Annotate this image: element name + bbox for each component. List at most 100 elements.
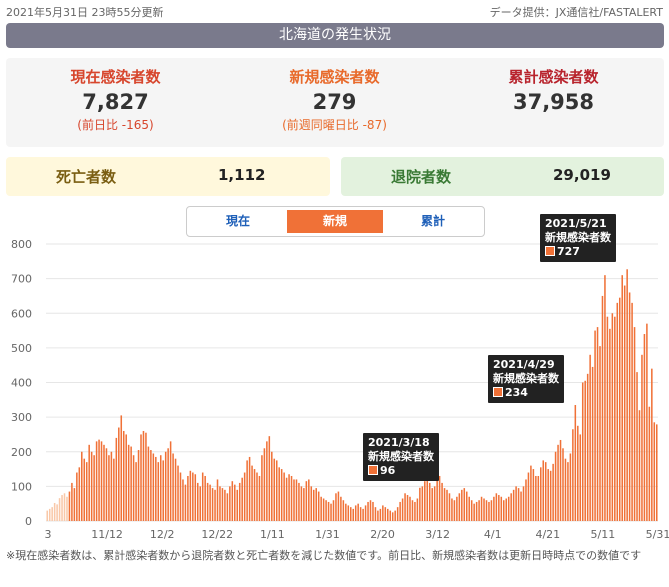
stat-current-label: 現在感染者数 — [70, 68, 161, 86]
bar — [461, 489, 463, 521]
bar — [345, 503, 347, 521]
bar — [88, 444, 90, 521]
meta-bar: 2021年5月31日 23時55分更新 データ提供：JX通信社/FASTALER… — [6, 4, 663, 19]
bar — [579, 434, 582, 521]
bar — [268, 436, 271, 521]
bar — [221, 488, 224, 521]
bar — [470, 500, 473, 521]
bar — [350, 507, 352, 521]
stat-new-compare: (前週同曜日比 -87) — [282, 118, 387, 132]
bar — [194, 474, 197, 521]
bar — [559, 439, 562, 521]
bar — [248, 456, 251, 521]
page-title: 北海道の発生状況 — [6, 23, 664, 48]
bar — [206, 482, 209, 521]
bar — [216, 479, 219, 521]
bar — [483, 498, 485, 521]
bar — [594, 330, 596, 521]
bar — [525, 479, 527, 521]
bar — [315, 488, 317, 521]
bar — [303, 488, 305, 521]
bar — [224, 489, 226, 521]
bar — [290, 475, 293, 521]
bar — [446, 489, 448, 521]
bar — [162, 460, 164, 521]
bar — [236, 489, 239, 521]
bar — [463, 488, 466, 521]
bar — [411, 500, 414, 521]
chart-tooltip: 2021/5/21 新規感染者数 727 — [540, 214, 616, 262]
bar — [312, 489, 315, 521]
tooltip-value-row: 96 — [368, 464, 434, 478]
x-tick-label: 12/22 — [201, 528, 233, 541]
bar — [633, 327, 636, 521]
bar — [547, 469, 549, 521]
discharged-box: 退院者数 29,019 — [341, 157, 664, 196]
bar — [197, 482, 199, 521]
tab-current[interactable]: 現在 — [225, 214, 250, 228]
deaths-box: 死亡者数 1,112 — [6, 157, 330, 196]
bar — [577, 425, 579, 521]
bar — [362, 508, 364, 521]
bar — [656, 424, 658, 521]
bar — [157, 462, 160, 521]
bar — [120, 415, 123, 521]
bar — [145, 432, 147, 521]
tooltip-value-row: 727 — [545, 245, 611, 259]
bar — [46, 510, 48, 521]
x-tick-label: 1/31 — [315, 528, 340, 541]
y-tick-label: 100 — [11, 480, 32, 493]
x-tick-label: 2/20 — [370, 528, 395, 541]
bar — [621, 275, 623, 521]
bar — [199, 486, 201, 521]
bar — [108, 455, 110, 521]
bar — [399, 501, 401, 521]
series-swatch-icon — [545, 246, 555, 256]
bar — [384, 507, 387, 521]
bar — [357, 503, 359, 521]
bar — [626, 269, 628, 521]
bar — [342, 500, 345, 521]
tab-new[interactable]: 新規 — [287, 210, 383, 233]
bar — [527, 472, 530, 521]
tooltip-series: 新規感染者数 — [493, 372, 559, 385]
bar — [631, 302, 633, 521]
stats-panel: 現在感染者数 7,827 (前日比 -165) 新規感染者数 279 (前週同曜… — [6, 58, 664, 147]
bar — [424, 481, 426, 521]
bar — [219, 486, 221, 521]
bar — [295, 479, 298, 521]
bar — [293, 479, 295, 521]
x-tick-label: 4/21 — [535, 528, 560, 541]
bar — [401, 498, 404, 521]
bar — [522, 486, 525, 521]
tooltip-date: 2021/3/18 — [368, 436, 430, 449]
tab-total[interactable]: 累計 — [420, 214, 445, 228]
bar — [226, 493, 229, 521]
bar — [359, 507, 362, 521]
bar — [308, 479, 310, 521]
bar — [456, 496, 458, 521]
stat-current-compare: (前日比 -165) — [77, 118, 154, 132]
series-swatch-icon — [493, 387, 503, 397]
bar — [271, 451, 273, 521]
bar — [130, 446, 132, 521]
bar — [562, 448, 564, 521]
bar — [611, 313, 614, 521]
bar — [416, 498, 419, 521]
bar — [574, 405, 577, 521]
bar — [387, 508, 389, 521]
tooltip-value-row: 234 — [493, 386, 559, 400]
bar — [396, 507, 399, 521]
bar — [53, 502, 56, 521]
bar — [204, 475, 206, 521]
data-source: データ提供：JX通信社/FASTALERT — [489, 6, 663, 19]
bar — [451, 498, 453, 521]
bar — [643, 334, 646, 521]
bar — [569, 453, 572, 521]
bar — [601, 295, 604, 521]
chart-tooltip: 2021/3/18 新規感染者数 96 — [363, 433, 439, 481]
bar — [557, 444, 559, 521]
bar — [135, 462, 137, 521]
bar — [549, 470, 552, 521]
chart-tooltip: 2021/4/29 新規感染者数 234 — [488, 355, 564, 403]
